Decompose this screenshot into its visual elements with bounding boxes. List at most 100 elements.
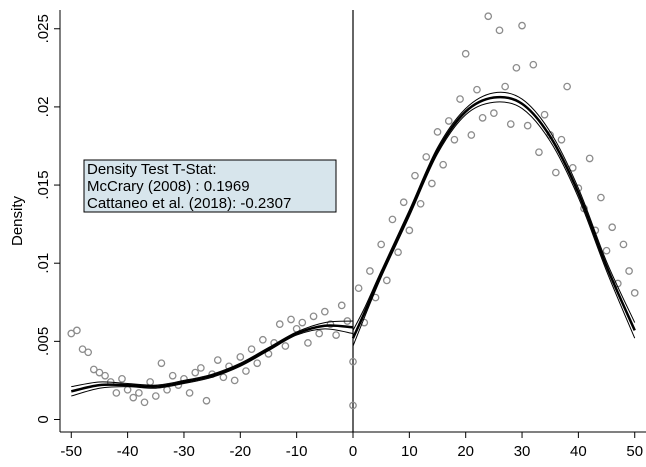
- data-point: [95, 368, 104, 377]
- data-point: [89, 365, 98, 374]
- data-point: [281, 342, 290, 350]
- x-tick-label: -20: [229, 443, 251, 460]
- data-point: [467, 131, 476, 139]
- data-point: [247, 345, 256, 354]
- x-tick-label: 40: [570, 443, 587, 460]
- y-tick-label: .02: [35, 96, 52, 117]
- x-tick-label: -30: [173, 443, 195, 460]
- x-tick-label: -10: [286, 443, 308, 460]
- data-point: [625, 267, 633, 275]
- data-point: [135, 389, 143, 397]
- fit-line: [352, 91, 636, 331]
- data-point: [602, 246, 611, 255]
- data-point: [428, 179, 436, 188]
- data-point: [461, 49, 470, 58]
- data-point: [213, 356, 222, 364]
- data-point: [349, 357, 357, 366]
- annotation-text: Cattaneo et al. (2018): -0.2307: [87, 195, 291, 212]
- data-point: [84, 348, 93, 357]
- data-point: [354, 284, 363, 293]
- y-tick-label: .015: [35, 170, 52, 199]
- data-point: [512, 63, 521, 72]
- data-point: [444, 117, 453, 125]
- data-point: [456, 95, 464, 103]
- data-point: [540, 110, 549, 119]
- data-point: [619, 240, 628, 249]
- x-tick-label: -40: [117, 443, 139, 460]
- data-point: [377, 240, 386, 249]
- y-tick-label: .005: [35, 327, 52, 356]
- data-point: [349, 401, 357, 410]
- data-point: [478, 113, 487, 122]
- y-tick-label: .01: [35, 253, 52, 274]
- data-point: [388, 215, 397, 224]
- data-point: [140, 398, 149, 407]
- data-point: [118, 375, 126, 383]
- data-point: [529, 60, 538, 69]
- x-tick-label: -50: [60, 443, 82, 460]
- x-tick-label: 20: [457, 443, 474, 460]
- data-point: [78, 345, 87, 354]
- data-point: [230, 376, 239, 385]
- data-point: [242, 367, 250, 375]
- fit-line: [351, 95, 636, 339]
- fit-line: [71, 328, 354, 397]
- data-point: [563, 82, 571, 91]
- data-point: [73, 326, 81, 335]
- data-point: [304, 339, 312, 347]
- data-point: [399, 198, 408, 207]
- x-tick-label: 50: [626, 443, 643, 460]
- data-point: [337, 301, 346, 310]
- data-point: [506, 120, 515, 128]
- data-point: [129, 393, 138, 402]
- data-point: [112, 389, 121, 397]
- data-point: [219, 373, 228, 382]
- data-point: [585, 154, 594, 163]
- annotation-text: Density Test T-Stat:: [87, 161, 217, 178]
- data-point: [523, 121, 532, 130]
- fit-line: [71, 320, 354, 388]
- data-point: [202, 396, 211, 405]
- data-point: [315, 329, 324, 338]
- data-point: [151, 392, 160, 400]
- data-point: [326, 320, 335, 329]
- y-axis-label: Density: [9, 195, 26, 246]
- data-point: [332, 331, 340, 339]
- data-point: [405, 226, 414, 235]
- data-point: [501, 82, 509, 91]
- x-tick-label: 0: [349, 443, 357, 460]
- data-point: [394, 248, 402, 257]
- annotation-text: McCrary (2008) : 0.1969: [87, 178, 250, 195]
- fit-line: [70, 324, 354, 393]
- data-point: [320, 307, 329, 316]
- data-point: [433, 128, 442, 136]
- data-point: [101, 371, 109, 380]
- data-point: [157, 359, 166, 368]
- data-point: [236, 353, 245, 361]
- data-point: [275, 320, 284, 329]
- data-point: [309, 312, 318, 321]
- data-point: [495, 26, 504, 35]
- x-tick-label: 30: [514, 443, 531, 460]
- data-point: [411, 171, 419, 180]
- data-point: [535, 148, 543, 157]
- data-point: [258, 335, 267, 344]
- data-point: [608, 223, 617, 232]
- data-point: [123, 385, 132, 394]
- data-point: [439, 160, 448, 169]
- data-point: [146, 378, 155, 386]
- data-point: [287, 315, 295, 324]
- data-point: [382, 276, 391, 285]
- data-point: [450, 135, 459, 144]
- data-point: [630, 289, 639, 297]
- data-point: [422, 153, 431, 161]
- fit-line: [352, 101, 636, 347]
- data-point: [551, 168, 560, 177]
- data-point: [597, 193, 605, 202]
- x-tick-label: 10: [401, 443, 418, 460]
- data-point: [253, 359, 262, 368]
- data-point: [518, 21, 526, 30]
- data-point: [473, 85, 481, 94]
- data-point: [557, 135, 566, 144]
